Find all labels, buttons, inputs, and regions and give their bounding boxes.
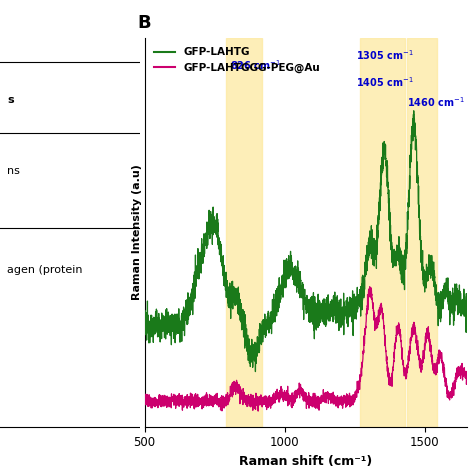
- GFP-LAHTGGG-PEG@Au: [268, 395, 273, 401]
- GFP-LAHTG: [323, 301, 329, 306]
- Text: 1305 cm$^{-1}$: 1305 cm$^{-1}$: [356, 48, 414, 62]
- GFP-LAHTG: [467, 313, 473, 319]
- Text: 1460 cm$^{-1}$: 1460 cm$^{-1}$: [407, 95, 465, 109]
- Text: 826 cm$^{-1}$: 826 cm$^{-1}$: [230, 58, 281, 72]
- Text: B: B: [137, 14, 151, 32]
- Bar: [360, 38, 405, 427]
- Text: s: s: [7, 95, 14, 105]
- GFP-LAHTGGG-PEG@Au: [467, 396, 473, 401]
- GFP-LAHTG: [411, 108, 417, 114]
- GFP-LAHTGGG-PEG@Au: [420, 360, 426, 365]
- Legend: GFP-LAHTG, GFP-LAHTGGG-PEG@Au: GFP-LAHTG, GFP-LAHTGGG-PEG@Au: [150, 43, 324, 77]
- GFP-LAHTG: [432, 288, 438, 294]
- Text: ns: ns: [7, 166, 20, 176]
- GFP-LAHTG: [407, 179, 412, 184]
- GFP-LAHTG: [420, 274, 426, 280]
- GFP-LAHTGGG-PEG@Au: [367, 284, 373, 290]
- Bar: [407, 38, 438, 427]
- GFP-LAHTGGG-PEG@Au: [142, 401, 147, 407]
- GFP-LAHTGGG-PEG@Au: [148, 405, 154, 411]
- GFP-LAHTGGG-PEG@Au: [432, 365, 438, 370]
- GFP-LAHTG: [253, 369, 258, 374]
- X-axis label: Raman shift (cm⁻¹): Raman shift (cm⁻¹): [239, 455, 373, 468]
- GFP-LAHTG: [142, 324, 147, 329]
- Bar: [226, 38, 262, 427]
- Text: 1405 cm$^{-1}$: 1405 cm$^{-1}$: [356, 75, 414, 89]
- GFP-LAHTGGG-PEG@Au: [255, 408, 261, 414]
- GFP-LAHTG: [268, 317, 273, 322]
- Line: GFP-LAHTG: GFP-LAHTG: [145, 111, 470, 372]
- GFP-LAHTGGG-PEG@Au: [407, 344, 412, 349]
- Text: agen (protein: agen (protein: [7, 265, 82, 275]
- GFP-LAHTGGG-PEG@Au: [323, 398, 329, 403]
- GFP-LAHTG: [148, 320, 154, 326]
- Y-axis label: Raman Intensity (a.u): Raman Intensity (a.u): [132, 164, 142, 300]
- Line: GFP-LAHTGGG-PEG@Au: GFP-LAHTGGG-PEG@Au: [145, 287, 470, 411]
